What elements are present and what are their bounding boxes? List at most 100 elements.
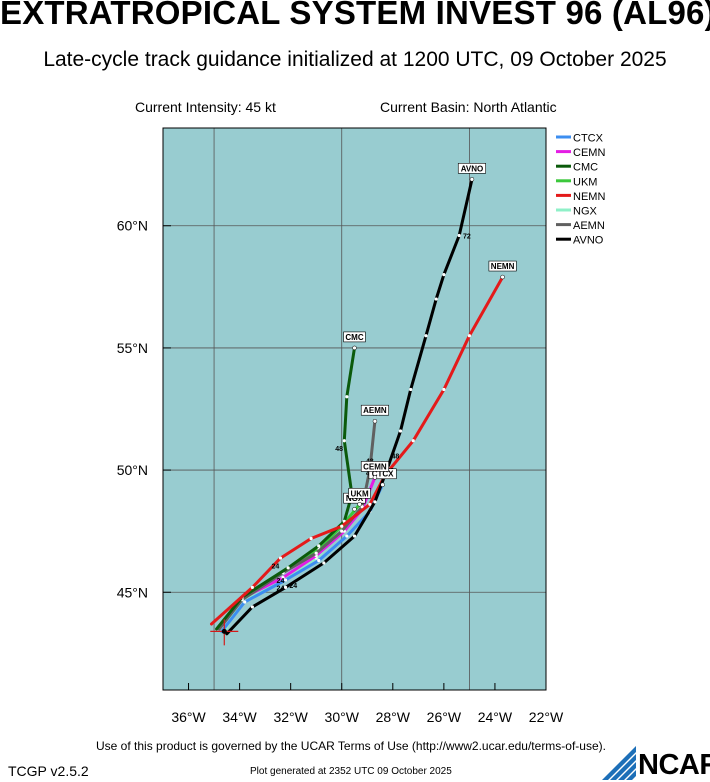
legend: CTCX CEMN CMC UKM NEMN NGX AEMN AVNO [547, 129, 621, 250]
lat-tick-label: 50°N [117, 462, 148, 478]
current-basin: Current Basin: North Atlantic [380, 99, 557, 115]
track-point [340, 524, 344, 528]
map-axes: 36°W 34°W 32°W 30°W 28°W 26°W 24°W 22°W 45°N 50°N… [117, 218, 564, 725]
legend-label: AEMN [573, 220, 605, 232]
lat-tick-label: 55°N [117, 340, 148, 356]
track-label-box [348, 487, 371, 499]
track-point [409, 387, 413, 392]
track-point [345, 534, 349, 538]
track-point [314, 551, 318, 555]
hour-label: 48 [335, 446, 343, 453]
track-label-ukm: UKM [350, 489, 369, 498]
track-point [398, 429, 403, 433]
hour-label: 24 [289, 583, 297, 590]
hour-label: 24 [271, 563, 279, 570]
lon-tick-label: 36°W [171, 709, 206, 725]
track-line-aemn [217, 419, 377, 631]
track-point [278, 556, 283, 560]
page-title: EXTRATROPICAL SYSTEM INVEST 96 (AL96) [0, 0, 710, 31]
track-point [457, 233, 461, 238]
lon-tick-label: 24°W [478, 709, 513, 725]
generated-timestamp: Plot generated at 2352 UTC 09 October 20… [250, 766, 452, 777]
track-point [317, 544, 321, 548]
track-label-avno: AVNO [461, 164, 484, 173]
track-point [434, 297, 438, 301]
lat-tick-label: 45°N [117, 584, 148, 600]
track-label-box [457, 163, 486, 174]
track-end-point [357, 502, 362, 507]
track-end-point [372, 418, 378, 424]
track-point [250, 585, 254, 589]
legend-label: NEMN [573, 191, 605, 203]
track-point [368, 502, 372, 506]
ncar-logo-text: NCAR [638, 749, 710, 781]
track-label-box [360, 404, 389, 416]
track-point [309, 536, 313, 541]
current-position-marker [210, 619, 239, 646]
hour-label: 48 [391, 453, 399, 460]
ncar-logo-icon [602, 746, 636, 780]
legend-label: CMC [573, 162, 598, 174]
hour-label: 24 [277, 578, 285, 585]
track-point [352, 534, 357, 538]
lon-tick-label: 34°W [222, 709, 257, 725]
track-point [340, 529, 344, 533]
track-label-aemn: AEMN [363, 406, 387, 415]
track-point [442, 273, 446, 277]
track-point [342, 439, 346, 443]
track-label-cemn: CEMN [363, 462, 387, 471]
track-label-ngx: NGX [346, 494, 364, 503]
hour-label: 24 [277, 585, 285, 592]
ocean-background [163, 128, 546, 690]
track-label-box [343, 331, 366, 343]
current-intensity: Current Intensity: 45 kt [135, 99, 276, 115]
lon-tick-label: 30°W [325, 709, 360, 725]
version-label: TCGP v2.5.2 [8, 763, 89, 779]
page-subtitle: Late-cycle track guidance initialized at… [43, 48, 667, 71]
legend-label: UKM [573, 176, 597, 188]
track-label-cmc: CMC [345, 333, 363, 342]
track-end-point [372, 475, 378, 480]
track-lines [210, 177, 505, 636]
track-point [283, 578, 288, 582]
track-label-ctcx: CTCX [372, 470, 394, 479]
track-point [281, 576, 285, 580]
hour-label: 72 [463, 234, 471, 241]
track-point [317, 558, 321, 563]
track-end-point [352, 506, 357, 512]
track-point [283, 585, 288, 589]
track-point [286, 566, 290, 570]
track-point [345, 395, 349, 399]
lon-tick-label: 32°W [273, 709, 308, 725]
terms-of-use[interactable]: Use of this product is governed by the U… [96, 739, 606, 753]
plot-frame [162, 127, 547, 691]
track-end-point [380, 482, 385, 487]
legend-label: NGX [573, 206, 598, 218]
legend-box [547, 129, 621, 250]
track-point [243, 600, 247, 604]
track-point [322, 561, 326, 565]
current-position-dot [221, 628, 227, 634]
lon-tick-label: 22°W [529, 709, 564, 725]
track-point [467, 334, 471, 338]
track-point [411, 439, 415, 443]
track-point [373, 500, 377, 504]
track-point [442, 387, 446, 392]
track-end-point [469, 177, 475, 182]
legend-label: CTCX [573, 133, 604, 145]
track-end-point [500, 274, 505, 280]
lon-tick-label: 26°W [427, 709, 462, 725]
track-label-box [360, 461, 389, 472]
track-end-point [352, 345, 357, 351]
track-point [360, 505, 364, 509]
track-point [250, 605, 254, 609]
legend-label: CEMN [573, 147, 605, 159]
track-point [424, 334, 428, 338]
lon-tick-label: 28°W [376, 709, 411, 725]
legend-label: AVNO [573, 235, 604, 247]
lat-tick-label: 60°N [117, 218, 148, 234]
track-line-avno [225, 177, 474, 636]
track-label-nemn: NEMN [491, 262, 515, 271]
